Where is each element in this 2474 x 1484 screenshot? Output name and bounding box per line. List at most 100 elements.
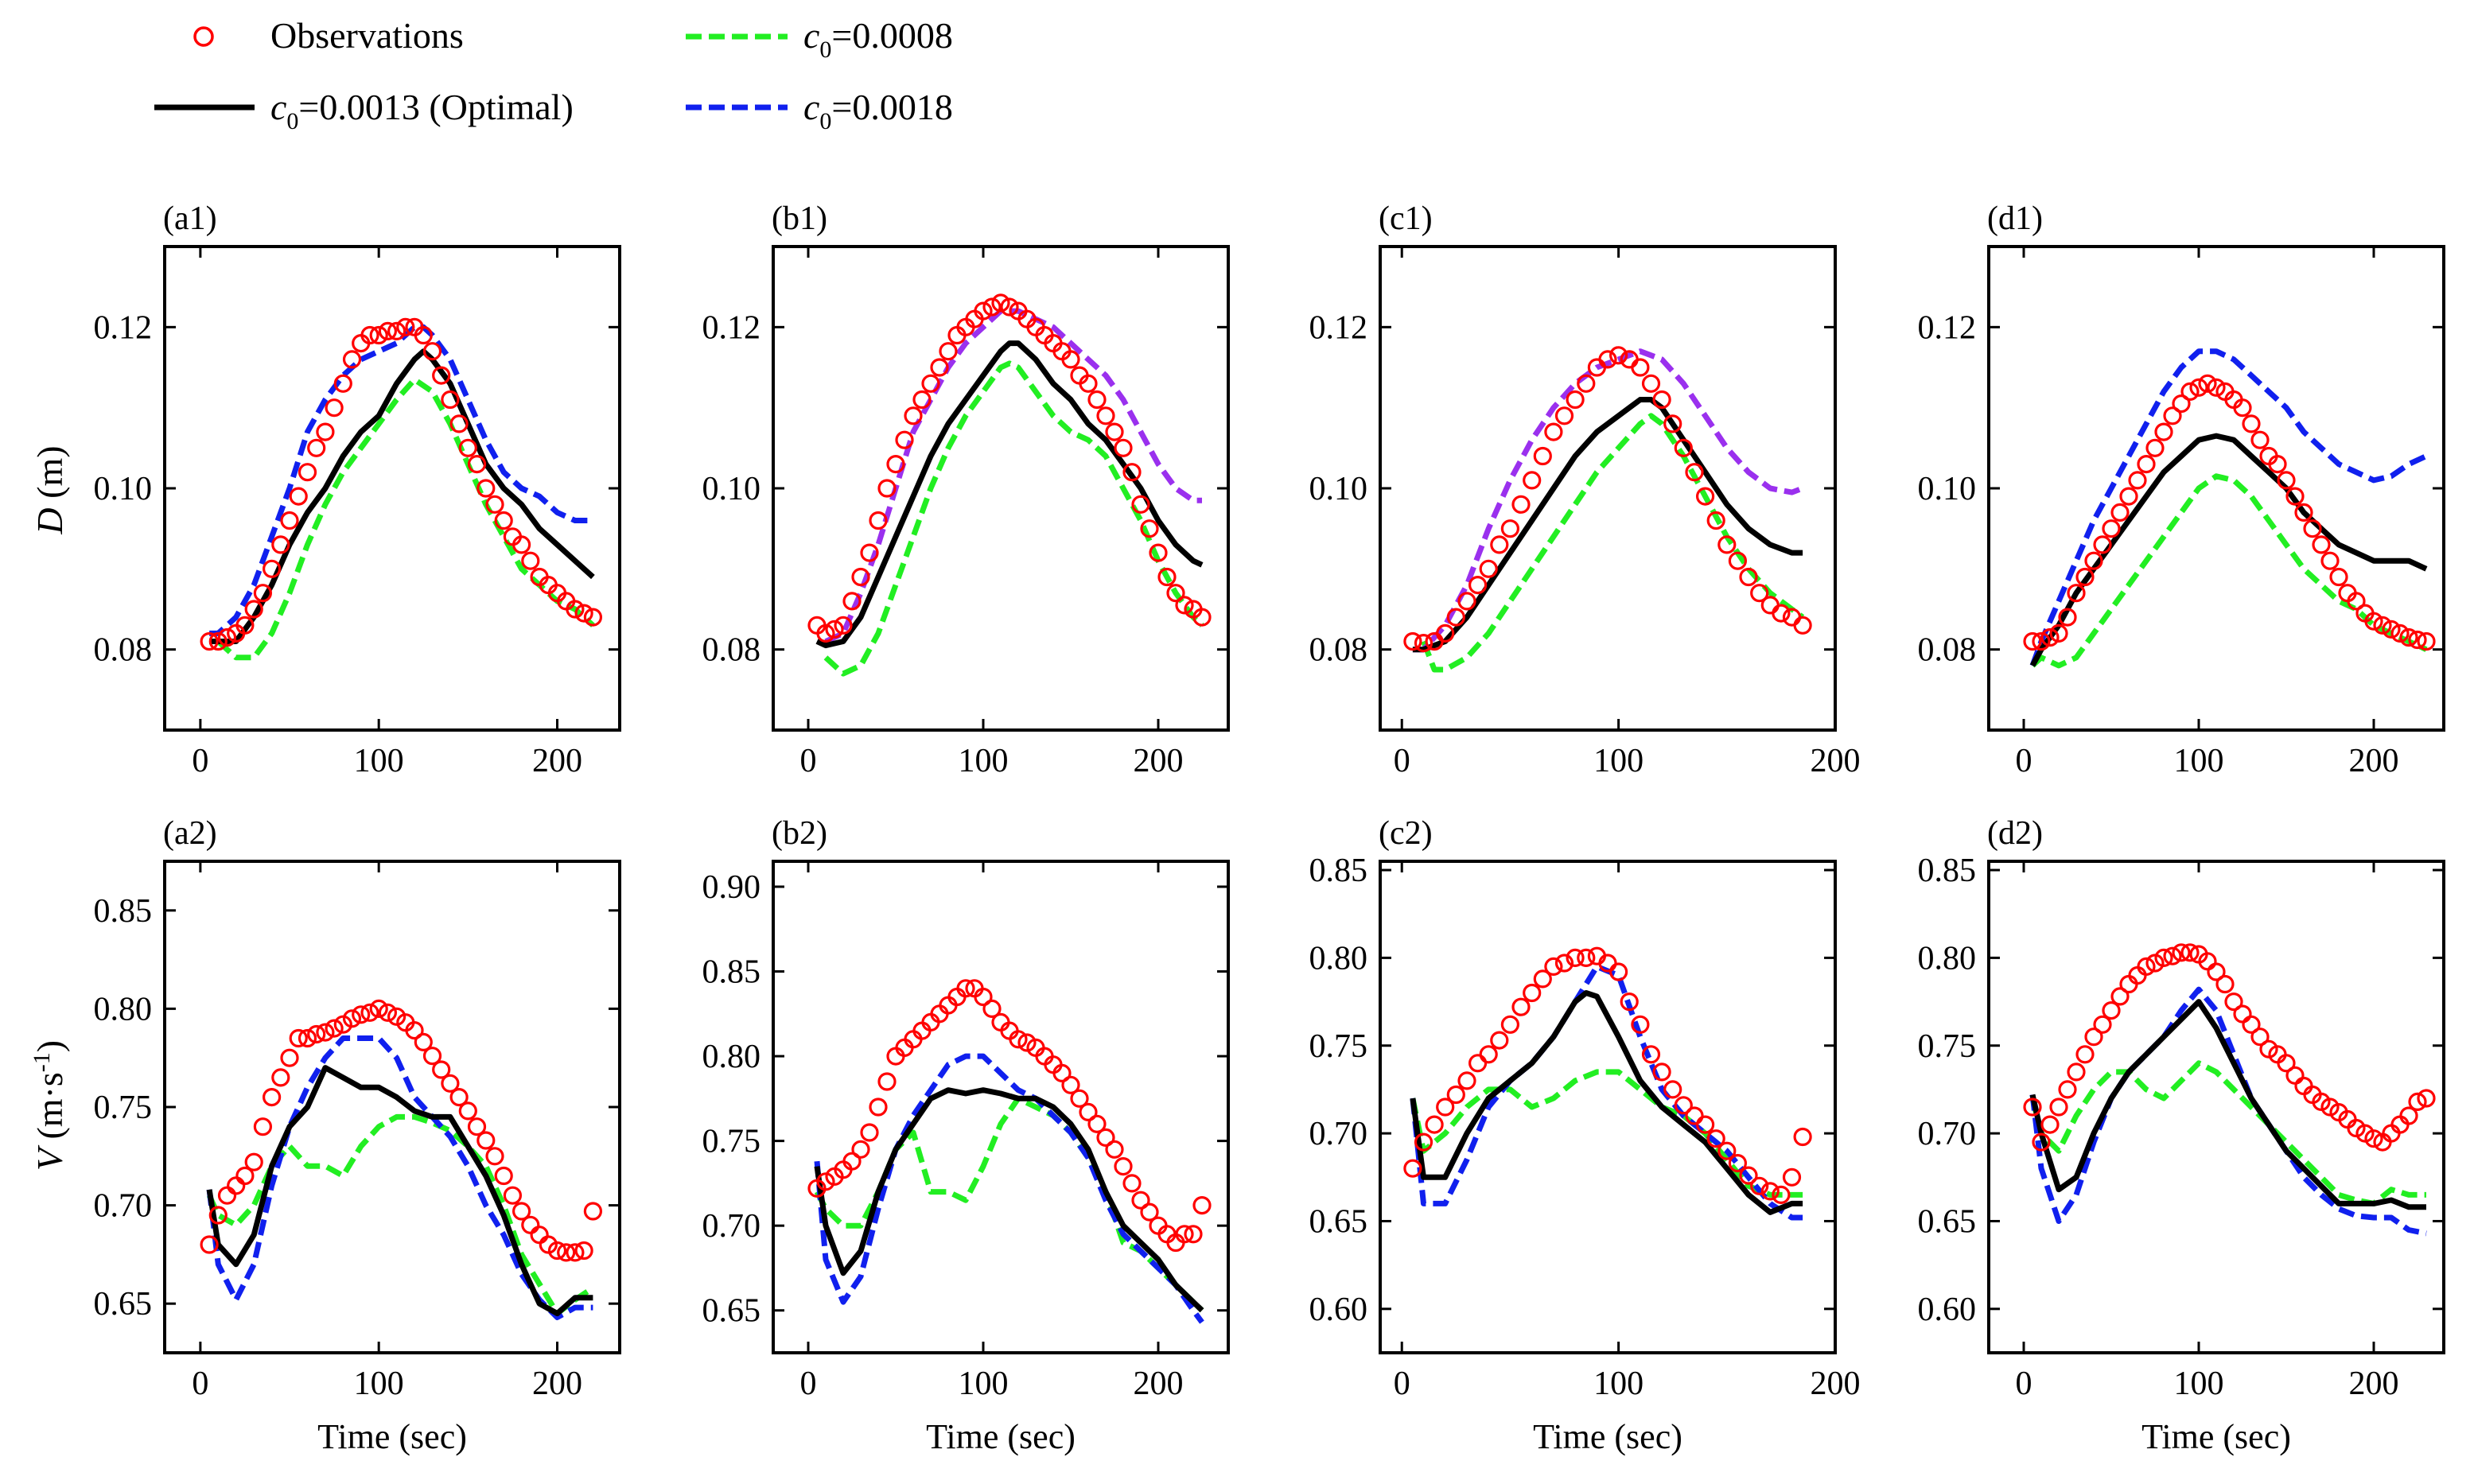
observation-point (1140, 1202, 1159, 1222)
observation-point (316, 422, 335, 441)
observation-point (217, 627, 237, 647)
observation-point (2399, 1106, 2418, 1125)
x-tick-label: 0 (1394, 1366, 1410, 1402)
observation-point (886, 454, 905, 474)
observation-point (1140, 519, 1159, 538)
observation-point (200, 631, 219, 651)
legend-observations-label: Observations (270, 15, 464, 56)
series-line-c0-0008 (823, 360, 1204, 677)
observation-point (289, 1028, 308, 1048)
observation-point (512, 1202, 531, 1221)
observation-point (842, 1152, 862, 1171)
series-line-c0-0018 (2029, 986, 2427, 1237)
x-tick-label: 100 (1593, 1366, 1643, 1402)
observation-point (280, 511, 299, 530)
observation-point (521, 551, 540, 570)
observation-point (208, 1206, 228, 1225)
series-line-c0-0013 (206, 1065, 593, 1317)
observation-point (1793, 1127, 1812, 1147)
panel-b2: (b2) 0 100 200 0.65 0.70 0.75 0.80 0.85 0.90 Time … (702, 815, 1230, 1456)
observation-point (1782, 1167, 1802, 1187)
observation-point (1000, 297, 1019, 317)
observation-point (485, 495, 504, 514)
observation-point (1663, 414, 1682, 433)
panels: (a1) 0 100 200 0.08 0.10 0.12 (b1) 0 100 200 0.08 0.… (94, 200, 2445, 1456)
observation-point (2207, 378, 2226, 397)
observation-point (2102, 519, 2121, 538)
observation-point (2364, 1129, 2383, 1148)
observation-point (378, 1003, 397, 1022)
observation-point (1446, 1085, 1465, 1105)
series-line-c0-0008 (2030, 473, 2428, 669)
observation-point (1468, 1054, 1488, 1073)
observation-point (1414, 1132, 1433, 1152)
observation-point (2040, 627, 2060, 647)
observation-point (271, 1068, 290, 1087)
observation-point (877, 1072, 897, 1091)
observation-point (2075, 1045, 2095, 1064)
observation-point (2417, 631, 2436, 651)
series-line-c0-0013 (2029, 433, 2428, 667)
observation-point (449, 414, 469, 433)
observation-point (414, 1032, 433, 1052)
observation-point (1577, 374, 1596, 393)
observation-point (316, 1023, 335, 1042)
plot-area (200, 999, 603, 1320)
observation-point (217, 1186, 237, 1205)
observation-point (2373, 616, 2392, 635)
observation-point (2128, 965, 2147, 985)
observation-point (2277, 471, 2296, 490)
observation-point (387, 321, 406, 340)
observation-point (2093, 1015, 2112, 1034)
observation-point (244, 600, 263, 619)
series-line-c0-0008 (216, 376, 595, 661)
x-tick-label: 100 (2174, 743, 2224, 779)
observation-point (1061, 1075, 1080, 1094)
observation-point (2032, 631, 2051, 651)
observation-point (1175, 1225, 1194, 1244)
y-tick-label: 0.12 (94, 309, 153, 346)
observation-point (860, 1123, 879, 1142)
observation-point (441, 390, 460, 410)
observation-point (1087, 390, 1107, 410)
legend: Observations c0=0.0013 (Optimal) c0=0.00… (154, 15, 953, 134)
y-tick-label: 0.80 (1309, 940, 1368, 977)
observation-point (458, 438, 477, 457)
observation-point (1403, 631, 1422, 651)
observation-point (1760, 1182, 1780, 1201)
observation-point (1403, 1159, 1422, 1178)
x-tick-label: 200 (2349, 1366, 2399, 1402)
series-line-c0-0008 (1410, 1069, 1803, 1198)
observation-point (2320, 551, 2340, 570)
observation-point (1087, 1114, 1107, 1133)
observation-point (1663, 1080, 1682, 1099)
x-axis-title: Time (sec) (926, 1417, 1076, 1456)
observation-point (530, 1226, 549, 1245)
panel-label-d2: (d2) (1987, 815, 2043, 852)
observation-point (467, 454, 487, 474)
observation-point (956, 979, 975, 998)
observation-point (825, 620, 844, 639)
observation-point (2189, 378, 2208, 397)
observation-point (1620, 992, 1639, 1012)
observation-point (263, 1087, 282, 1107)
observation-point (2137, 957, 2156, 977)
plot-area (807, 979, 1212, 1324)
observation-point (467, 1117, 487, 1136)
series-line-c0-0018-alt (824, 308, 1202, 644)
observation-point (1685, 463, 1704, 482)
observation-point (1544, 957, 1563, 977)
y-tick-label: 0.10 (1918, 471, 1977, 507)
observation-point (271, 535, 290, 554)
y-tick-label: 0.80 (702, 1039, 761, 1075)
panel-d1: (d1) 0 100 200 0.08 0.10 0.12 (1918, 200, 2445, 779)
y-tick-label: 0.70 (1918, 1116, 1977, 1152)
observation-point (342, 1009, 362, 1028)
panel-c2: (c2) 0 100 200 0.60 0.65 0.70 0.75 0.80 0.85 Time … (1309, 815, 1861, 1456)
observation-point (378, 321, 397, 340)
observation-point (360, 1003, 379, 1022)
observation-point (2250, 430, 2270, 449)
y-tick-label: 0.12 (1309, 309, 1368, 346)
x-tick-label: 0 (192, 743, 208, 779)
observation-point (1706, 1129, 1725, 1148)
